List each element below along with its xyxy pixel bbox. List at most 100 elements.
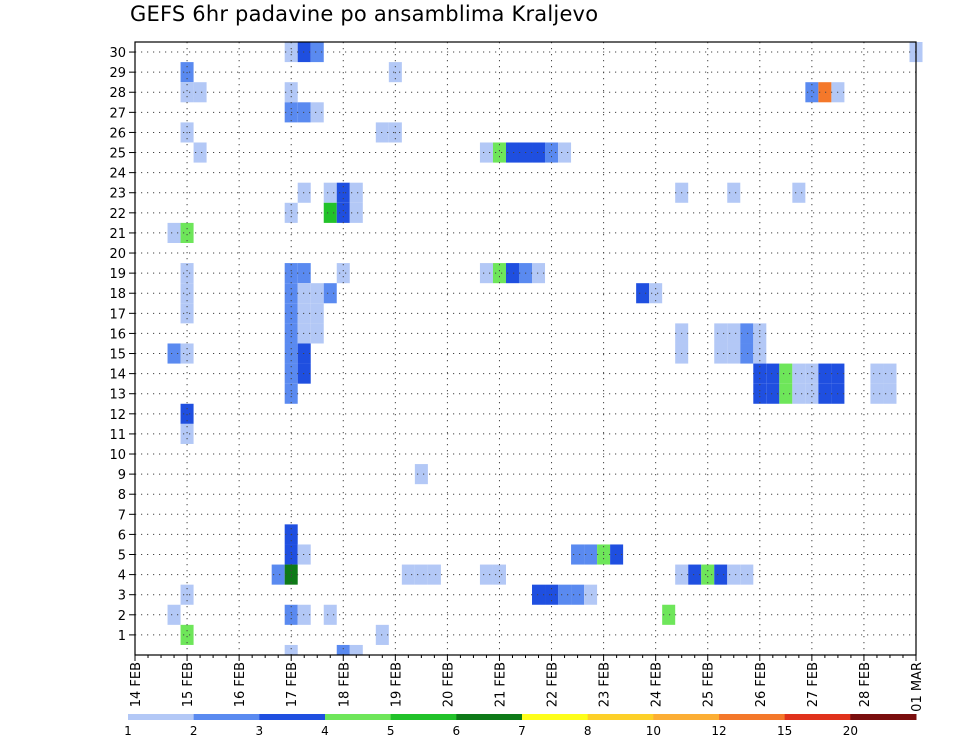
heatmap-cell <box>870 383 884 404</box>
legend-swatch <box>390 714 457 720</box>
y-tick-label: 7 <box>118 508 126 523</box>
legend-label: 6 <box>453 724 461 738</box>
heatmap-cell <box>297 604 311 625</box>
heatmap-cell <box>180 222 194 243</box>
heatmap-cell <box>805 82 819 103</box>
y-tick-label: 20 <box>109 247 126 262</box>
heatmap-cell <box>349 644 363 655</box>
heatmap-cell <box>336 202 350 223</box>
heatmap-cell <box>883 363 897 384</box>
heatmap-cell <box>323 283 337 304</box>
x-tick-label: 19 FEB <box>389 662 404 707</box>
heatmap-cell <box>532 142 546 163</box>
legend-swatch <box>193 714 260 720</box>
heatmap-cell <box>727 564 741 585</box>
heatmap-cell <box>310 42 324 63</box>
y-tick-label: 28 <box>109 86 126 101</box>
heatmap-cell <box>310 303 324 324</box>
heatmap-cell <box>297 363 311 384</box>
heatmap-cell <box>792 363 806 384</box>
heatmap-cell <box>492 564 506 585</box>
heatmap-cell <box>558 584 572 605</box>
heatmap-cell <box>336 263 350 284</box>
heatmap-cell <box>479 564 493 585</box>
y-tick-label: 6 <box>118 528 126 543</box>
heatmap-cell <box>349 202 363 223</box>
heatmap-cell <box>779 383 793 404</box>
heatmap-cell <box>414 464 428 485</box>
legend-swatch <box>456 714 523 720</box>
heatmap-cell <box>297 42 311 63</box>
heatmap-cell <box>805 363 819 384</box>
x-tick-label: 22 FEB <box>546 662 561 707</box>
heatmap-cell <box>401 564 415 585</box>
heatmap-cell <box>297 263 311 284</box>
heatmap-cell <box>584 584 598 605</box>
legend-label: 15 <box>777 724 792 738</box>
heatmap-cell <box>805 383 819 404</box>
y-tick-label: 11 <box>109 428 126 443</box>
cells-layer <box>167 42 923 655</box>
legend: 1 2 3 4 5 6 7 8 10 12 15 20 <box>124 714 917 738</box>
heatmap-cell <box>297 283 311 304</box>
heatmap-cell <box>740 323 754 344</box>
y-tick-label: 16 <box>109 327 126 342</box>
y-tick-label: 2 <box>118 609 126 624</box>
legend-swatch <box>325 714 392 720</box>
legend-swatch <box>719 714 786 720</box>
heatmap-cell <box>492 142 506 163</box>
heatmap-cell <box>167 222 181 243</box>
x-tick-label: 28 FEB <box>858 662 873 707</box>
heatmap-cell <box>297 343 311 364</box>
heatmap-cell <box>167 343 181 364</box>
heatmap-cell <box>492 263 506 284</box>
grid-layer <box>135 42 916 655</box>
heatmap-cell <box>792 383 806 404</box>
heatmap-cell <box>766 363 780 384</box>
y-tick-label: 13 <box>109 388 126 403</box>
heatmap-cell <box>779 363 793 384</box>
heatmap-cell <box>818 383 832 404</box>
legend-swatch <box>259 714 326 720</box>
heatmap-cell <box>297 303 311 324</box>
legend-label: 20 <box>843 724 858 738</box>
y-tick-label: 23 <box>109 187 126 202</box>
y-tick-label: 17 <box>109 307 126 322</box>
heatmap-cell <box>180 403 194 424</box>
heatmap-cell <box>323 604 337 625</box>
heatmap-cell <box>479 142 493 163</box>
heatmap-cell <box>727 182 741 203</box>
heatmap-cell <box>571 544 585 565</box>
heatmap-cell <box>375 624 389 645</box>
heatmap-cell <box>297 182 311 203</box>
heatmap-cell <box>714 564 728 585</box>
heatmap-cell <box>349 182 363 203</box>
heatmap-cell <box>714 343 728 364</box>
y-tick-label: 18 <box>109 287 126 302</box>
heatmap-cell <box>818 82 832 103</box>
x-tick-label: 15 FEB <box>181 662 196 707</box>
heatmap-cell <box>284 644 298 655</box>
heatmap-cell <box>558 142 572 163</box>
y-tick-label: 14 <box>109 368 126 383</box>
heatmap-cell <box>883 383 897 404</box>
heatmap-cell <box>584 544 598 565</box>
heatmap-cell <box>636 283 650 304</box>
x-tick-label: 24 FEB <box>650 662 665 707</box>
legend-label: 10 <box>646 724 661 738</box>
heatmap-cell <box>297 323 311 344</box>
chart-title: GEFS 6hr padavine po ansamblima Kraljevo <box>130 2 599 26</box>
y-tick-label: 25 <box>109 147 126 162</box>
legend-swatch <box>784 714 851 720</box>
legend-swatch <box>653 714 720 720</box>
x-axis: 14 FEB 15 FEB 16 FEB 17 FEB 18 FEB 19 FEB 20 F… <box>129 655 925 712</box>
heatmap-cell <box>505 263 519 284</box>
x-tick-label: 23 FEB <box>598 662 613 707</box>
y-axis: 1234567891011121314151617181920212223242… <box>109 46 135 644</box>
heatmap-cell <box>505 142 519 163</box>
heatmap-cell <box>310 323 324 344</box>
y-tick-label: 21 <box>109 227 126 242</box>
heatmap-cell <box>271 564 285 585</box>
x-tick-label: 20 FEB <box>441 662 456 707</box>
heatmap-cell <box>662 604 676 625</box>
